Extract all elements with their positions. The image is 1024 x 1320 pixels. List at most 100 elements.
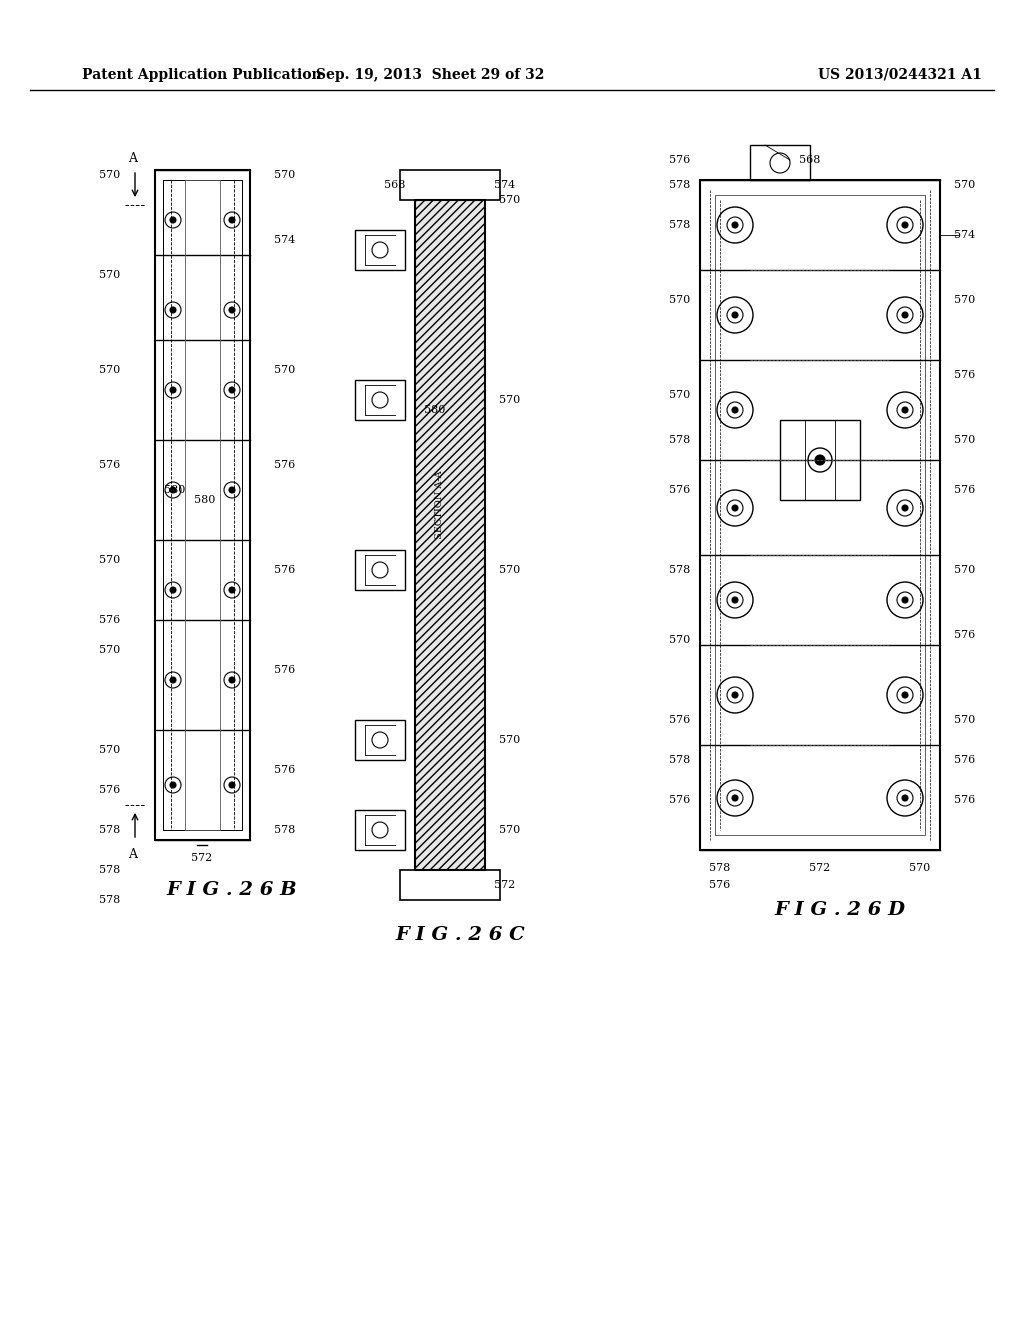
Text: 570: 570: [954, 715, 976, 725]
Text: 570: 570: [99, 744, 121, 755]
Text: F I G . 2 6 D: F I G . 2 6 D: [774, 902, 905, 919]
Text: 570: 570: [909, 863, 931, 873]
Text: 576: 576: [99, 459, 121, 470]
Text: 572: 572: [809, 863, 830, 873]
Text: 576: 576: [954, 484, 976, 495]
Bar: [355, 380, 406, 420]
Text: 578: 578: [274, 825, 296, 836]
Circle shape: [902, 312, 908, 318]
Text: 578: 578: [670, 755, 690, 766]
Bar: [163, 180, 242, 830]
Circle shape: [902, 506, 908, 511]
Bar: [700, 180, 940, 850]
Text: 576: 576: [99, 615, 121, 624]
Bar: [185, 180, 220, 830]
Text: 576: 576: [954, 795, 976, 805]
Text: 578: 578: [670, 565, 690, 576]
Text: 570: 570: [500, 735, 520, 744]
Text: 570: 570: [274, 170, 296, 180]
Text: 578: 578: [710, 863, 731, 873]
Circle shape: [732, 222, 738, 228]
Circle shape: [170, 781, 176, 788]
Circle shape: [170, 387, 176, 393]
Text: SECTION A-A: SECTION A-A: [435, 471, 444, 540]
Text: 578: 578: [99, 895, 121, 906]
Circle shape: [229, 677, 234, 682]
Text: 570: 570: [99, 554, 121, 565]
Text: 570: 570: [274, 366, 296, 375]
Circle shape: [732, 795, 738, 801]
Circle shape: [815, 455, 825, 465]
Text: 570: 570: [500, 825, 520, 836]
Text: 570: 570: [954, 565, 976, 576]
Text: US 2013/0244321 A1: US 2013/0244321 A1: [818, 69, 982, 82]
Text: 576: 576: [954, 630, 976, 640]
Text: A: A: [128, 847, 137, 861]
Circle shape: [732, 407, 738, 413]
Text: 572: 572: [191, 853, 213, 863]
Circle shape: [229, 587, 234, 593]
Text: 570: 570: [99, 645, 121, 655]
Text: 578: 578: [670, 180, 690, 190]
Bar: [780, 420, 860, 500]
Text: 570: 570: [954, 294, 976, 305]
Circle shape: [229, 387, 234, 393]
Text: 570: 570: [99, 366, 121, 375]
Bar: [355, 719, 406, 760]
Circle shape: [229, 216, 234, 223]
Text: 570: 570: [670, 294, 690, 305]
Circle shape: [902, 692, 908, 698]
Text: 570: 570: [670, 635, 690, 645]
Bar: [715, 195, 925, 836]
Text: 574: 574: [954, 230, 976, 240]
Text: Sep. 19, 2013  Sheet 29 of 32: Sep. 19, 2013 Sheet 29 of 32: [315, 69, 544, 82]
Circle shape: [170, 308, 176, 313]
Text: 576: 576: [274, 459, 296, 470]
Bar: [750, 145, 810, 180]
Text: 580: 580: [164, 484, 185, 495]
Circle shape: [902, 222, 908, 228]
Bar: [355, 230, 406, 271]
Circle shape: [229, 487, 234, 492]
Bar: [400, 170, 500, 201]
Text: 576: 576: [670, 715, 690, 725]
Text: 578: 578: [670, 436, 690, 445]
Text: 578: 578: [670, 220, 690, 230]
Text: 574: 574: [495, 180, 516, 190]
Text: A: A: [128, 152, 137, 165]
Text: 580: 580: [195, 495, 216, 506]
Bar: [155, 170, 250, 840]
Text: 570: 570: [670, 389, 690, 400]
Text: 568: 568: [384, 180, 406, 190]
Circle shape: [902, 407, 908, 413]
Text: 576: 576: [274, 766, 296, 775]
Circle shape: [170, 487, 176, 492]
Text: 570: 570: [500, 195, 520, 205]
Circle shape: [170, 677, 176, 682]
Text: 576: 576: [710, 880, 731, 890]
Text: 576: 576: [274, 665, 296, 675]
Text: 576: 576: [670, 795, 690, 805]
Circle shape: [732, 692, 738, 698]
Text: 570: 570: [954, 180, 976, 190]
Circle shape: [170, 587, 176, 593]
Circle shape: [902, 597, 908, 603]
Text: 570: 570: [500, 565, 520, 576]
Text: 578: 578: [99, 865, 121, 875]
Text: 570: 570: [500, 395, 520, 405]
Circle shape: [732, 312, 738, 318]
Text: 576: 576: [954, 755, 976, 766]
Text: Patent Application Publication: Patent Application Publication: [82, 69, 322, 82]
Text: 574: 574: [274, 235, 296, 246]
Text: 580: 580: [424, 405, 445, 414]
Bar: [355, 810, 406, 850]
Text: 568: 568: [800, 154, 820, 165]
Text: 576: 576: [99, 785, 121, 795]
Bar: [400, 870, 500, 900]
Circle shape: [732, 506, 738, 511]
Circle shape: [170, 216, 176, 223]
Text: 570: 570: [954, 436, 976, 445]
Text: 576: 576: [954, 370, 976, 380]
Bar: [355, 550, 406, 590]
Text: 570: 570: [99, 170, 121, 180]
